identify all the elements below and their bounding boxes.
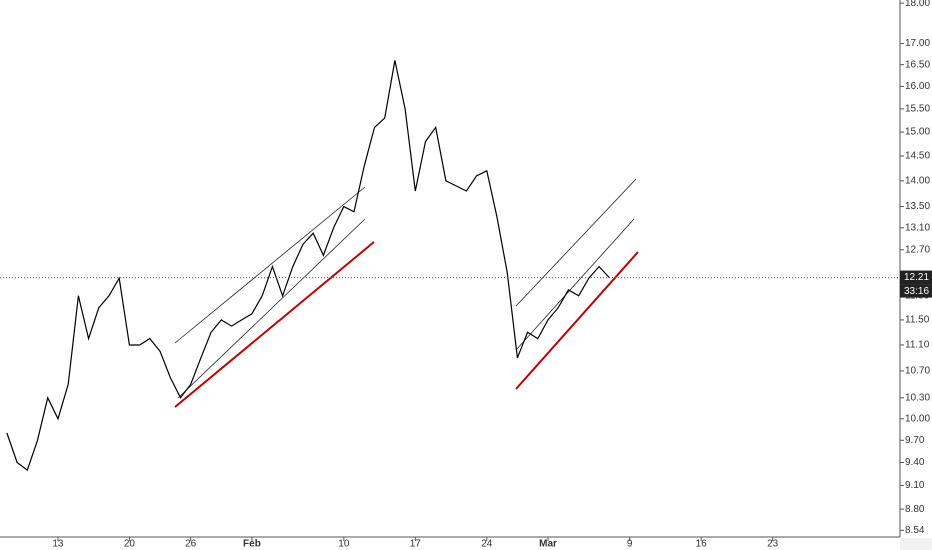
x-tick-label: 17 xyxy=(410,539,422,550)
y-tick-label: 14.00 xyxy=(905,175,930,186)
price-line xyxy=(6,60,610,472)
x-tick-label: Feb xyxy=(243,539,261,550)
corner-box xyxy=(900,538,932,550)
price-label: 12.21 xyxy=(904,272,929,283)
channel-line xyxy=(515,178,637,307)
x-tick-label: 26 xyxy=(185,539,197,550)
y-tick-label: 18.00 xyxy=(905,0,930,9)
x-tick-label: 20 xyxy=(124,539,136,550)
y-tick-label: 10.00 xyxy=(905,413,930,424)
y-tick-label: 11.10 xyxy=(905,340,930,351)
y-tick-label: 17.00 xyxy=(905,38,930,49)
y-tick-label: 15.50 xyxy=(905,104,930,115)
x-tick-label: 16 xyxy=(696,539,708,550)
x-tick-label: 13 xyxy=(52,539,64,550)
y-tick-label: 16.50 xyxy=(905,59,930,70)
trend-line xyxy=(515,251,639,390)
x-tick-label: 9 xyxy=(627,539,633,550)
x-tick-label: 24 xyxy=(481,539,493,550)
y-tick-label: 13.10 xyxy=(905,222,930,233)
channel-line xyxy=(515,218,635,351)
y-tick-label: 10.70 xyxy=(905,366,930,377)
y-tick-label: 8.54 xyxy=(905,525,925,536)
y-tick-label: 9.10 xyxy=(905,480,925,491)
y-tick-label: 12.70 xyxy=(905,244,930,255)
x-tick-label: Mar xyxy=(539,539,557,550)
channel-line xyxy=(174,186,366,344)
price-label-box xyxy=(900,270,932,285)
y-tick-label: 14.50 xyxy=(905,151,930,162)
trend-line xyxy=(174,241,375,408)
y-tick-label: 8.80 xyxy=(905,504,925,515)
y-tick-label: 9.70 xyxy=(905,435,925,446)
x-tick-label: 23 xyxy=(767,539,779,550)
x-tick-label: 10 xyxy=(338,539,350,550)
y-tick-label: 13.50 xyxy=(905,201,930,212)
channel-line xyxy=(177,218,366,399)
y-tick-label: 9.40 xyxy=(905,457,925,468)
countdown: 33:16 xyxy=(904,286,929,297)
countdown-box xyxy=(900,284,932,298)
y-tick-label: 15.00 xyxy=(905,127,930,138)
y-tick-label: 16.00 xyxy=(905,81,930,92)
y-tick-label: 11.50 xyxy=(905,315,930,326)
y-tick-label: 10.30 xyxy=(905,392,930,403)
